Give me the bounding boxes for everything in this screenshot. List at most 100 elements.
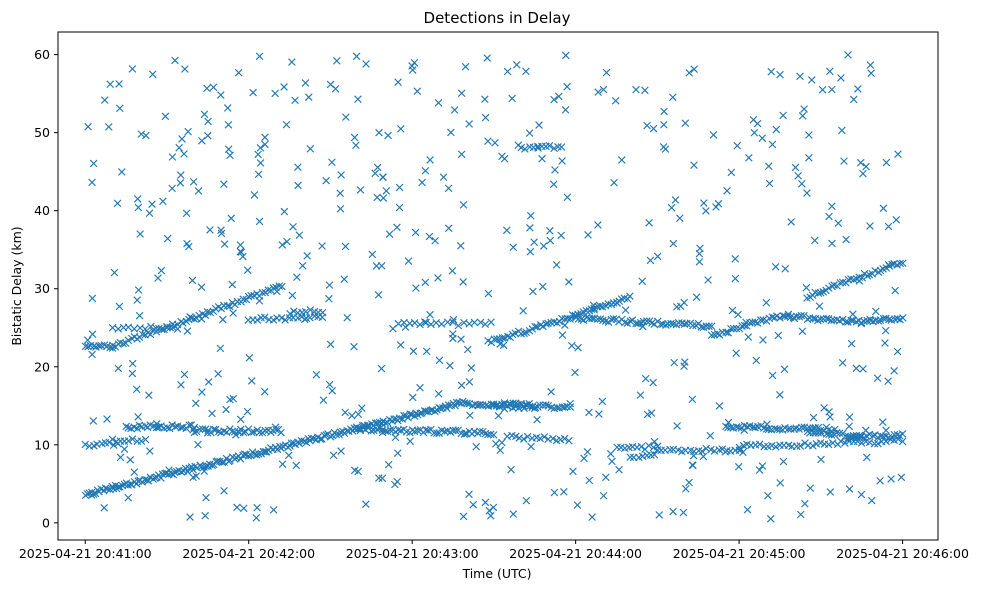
detection-point (792, 442, 801, 451)
detection-point (472, 442, 481, 451)
detection-point (826, 67, 834, 76)
detection-point (204, 378, 213, 386)
detection-point (862, 453, 871, 462)
detection-point (565, 436, 573, 445)
detection-point (564, 278, 573, 286)
detection-point (574, 343, 582, 352)
detection-point (874, 317, 883, 325)
detection-point (504, 332, 512, 341)
detection-point (220, 180, 228, 189)
detection-point (416, 383, 424, 392)
detection-point (371, 169, 380, 178)
detection-point (899, 314, 907, 322)
detection-point (108, 435, 117, 444)
detection-point (833, 315, 841, 324)
detection-point (180, 150, 188, 158)
detection-point (350, 466, 359, 475)
detection-point (434, 98, 443, 107)
detection-point (768, 313, 777, 321)
detection-point (228, 280, 237, 289)
detection-point (758, 134, 767, 142)
detection-point (481, 498, 490, 507)
detection-point (281, 316, 289, 324)
detection-point (459, 201, 468, 209)
detection-point (538, 282, 547, 291)
chart-title: Detections in Delay (424, 9, 571, 27)
detection-point (168, 153, 177, 161)
detection-point (200, 110, 209, 119)
x-tick-label: 2025-04-21 20:41:00 (19, 546, 152, 561)
detection-point (672, 303, 681, 311)
detection-point (177, 381, 185, 389)
detection-point (83, 336, 92, 344)
detection-point (680, 298, 688, 307)
detection-point (377, 364, 386, 373)
detection-point (818, 85, 827, 94)
detection-point (206, 226, 214, 234)
detection-point (828, 239, 836, 248)
detection-point (854, 85, 862, 93)
detection-point (163, 423, 171, 432)
detection-point (382, 187, 391, 195)
x-axis-label: Time (UTC) (461, 566, 531, 581)
detection-point (809, 413, 818, 422)
detection-point (233, 503, 241, 512)
detection-point (802, 283, 811, 292)
detection-point (124, 323, 133, 332)
detection-point (465, 490, 473, 499)
detection-point (560, 488, 568, 496)
detection-point (481, 113, 490, 122)
detection-point (227, 214, 236, 223)
detection-point (269, 506, 278, 514)
detection-point (389, 324, 397, 333)
detection-point (271, 89, 279, 98)
detection-point (255, 52, 264, 61)
detection-point (223, 104, 232, 112)
detection-point (681, 485, 690, 493)
detection-point (580, 454, 588, 463)
detection-point (88, 350, 96, 359)
detection-point (421, 278, 430, 287)
detection-point (255, 217, 264, 226)
detection-point (236, 241, 245, 249)
detection-point (340, 275, 349, 284)
detection-point (141, 325, 149, 333)
detection-point (724, 329, 733, 337)
detection-point (566, 399, 574, 408)
detection-point (224, 145, 233, 154)
detection-point (610, 178, 618, 187)
detection-point (391, 480, 399, 489)
detection-point (220, 240, 229, 248)
detection-point (240, 450, 249, 458)
detection-point (426, 156, 434, 164)
detection-point (177, 171, 185, 179)
detection-point (136, 230, 144, 238)
detection-point (277, 314, 286, 322)
detection-point (176, 179, 185, 187)
detection-point (626, 453, 635, 461)
detection-point (395, 414, 404, 422)
detection-point (148, 70, 157, 79)
detection-point (326, 340, 335, 349)
detection-point (643, 317, 651, 325)
detection-point (842, 318, 850, 326)
detection-point (560, 434, 569, 443)
detection-point (461, 62, 470, 71)
detection-point (260, 387, 269, 396)
detection-point (815, 302, 824, 310)
detection-point (885, 315, 893, 324)
detection-point (134, 203, 143, 212)
detection-point (676, 214, 684, 223)
detection-point (801, 499, 809, 508)
detection-point (336, 189, 344, 198)
detection-point (661, 145, 670, 153)
detection-point (852, 364, 861, 373)
detection-point (753, 119, 762, 128)
detection-point (771, 262, 780, 271)
detection-point (602, 473, 610, 482)
detection-point (168, 323, 177, 332)
detection-point (644, 441, 653, 450)
detection-point (115, 302, 124, 311)
detection-point (650, 450, 659, 459)
detection-point (643, 121, 651, 130)
